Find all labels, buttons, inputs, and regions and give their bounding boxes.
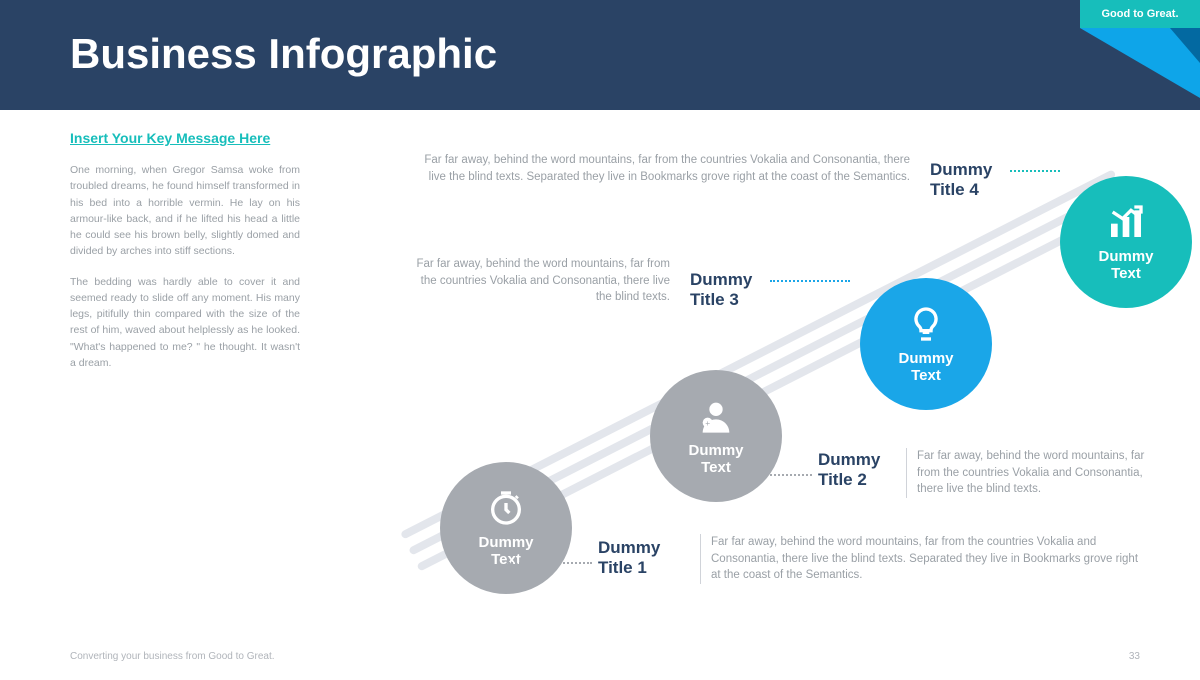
connector-dots (1010, 170, 1060, 172)
step-description-2: Far far away, behind the word mountains,… (906, 448, 1156, 498)
step-description-1: Far far away, behind the word mountains,… (700, 534, 1150, 584)
step-description-4: Far far away, behind the word mountains,… (420, 152, 910, 185)
svg-text:+: + (705, 418, 710, 428)
user-icon: + (696, 396, 736, 436)
step-circle-2: + DummyText (650, 370, 782, 502)
circle-label: DummyText (688, 442, 743, 477)
step-circle-1: DummyText (440, 462, 572, 594)
corner-ribbon: Good to Great. (1080, 0, 1200, 120)
circle-label: DummyText (1098, 248, 1153, 283)
content-area: Insert Your Key Message Here One morning… (70, 130, 1160, 630)
bulb-icon (906, 304, 946, 344)
footer: Converting your business from Good to Gr… (70, 651, 1140, 662)
step-title-1: DummyTitle 1 (598, 538, 660, 579)
connector-dots (508, 562, 592, 564)
stair-diagram: DummyText + DummyText DummyText DummyText Dum… (370, 130, 1160, 630)
step-title-3: DummyTitle 3 (690, 270, 752, 311)
step-circle-3: DummyText (860, 278, 992, 410)
sidebar-paragraph-1: One morning, when Gregor Samsa woke from… (70, 162, 300, 260)
header-bar: Business Infographic Good to Great. (0, 0, 1200, 110)
ribbon-label: Good to Great. (1080, 0, 1200, 28)
page-number: 33 (1129, 651, 1140, 662)
footer-text: Converting your business from Good to Gr… (70, 651, 275, 662)
connector-dots (718, 474, 812, 476)
connector-dots (770, 280, 850, 282)
chart-icon (1106, 202, 1146, 242)
step-description-3: Far far away, behind the word mountains,… (410, 256, 670, 306)
key-message-heading: Insert Your Key Message Here (70, 130, 300, 146)
sidebar-paragraph-2: The bedding was hardly able to cover it … (70, 274, 300, 372)
circle-label: DummyText (898, 350, 953, 385)
clock-icon (486, 488, 526, 528)
step-title-2: DummyTitle 2 (818, 450, 880, 491)
page-title: Business Infographic (70, 30, 1130, 78)
step-circle-4: DummyText (1060, 176, 1192, 308)
sidebar: Insert Your Key Message Here One morning… (70, 130, 300, 385)
step-title-4: DummyTitle 4 (930, 160, 992, 201)
